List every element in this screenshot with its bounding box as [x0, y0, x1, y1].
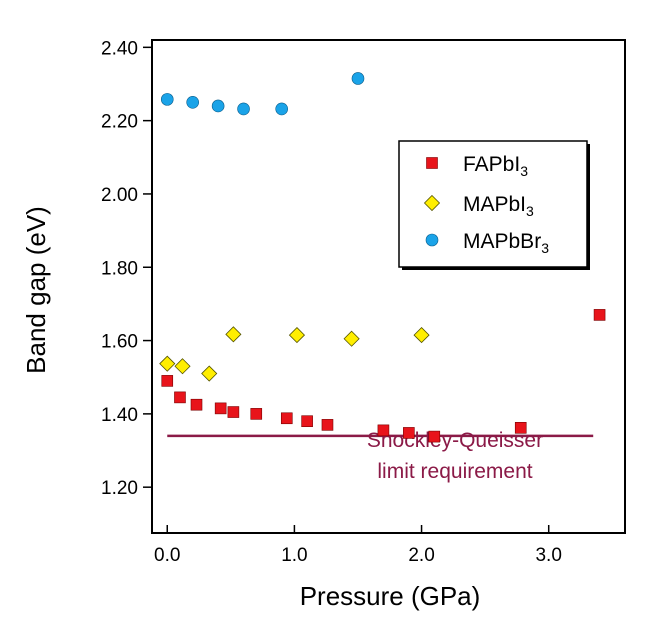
- plot-frame: [151, 39, 626, 534]
- legend-shadow-bottom: [402, 267, 590, 270]
- legend-mapbi3-name: MAPbI: [463, 193, 526, 216]
- legend-mapbi3-label: MAPbI3: [463, 193, 534, 219]
- legend-mapbbr3-subscript: 3: [541, 240, 549, 256]
- mapbi3-point: [288, 327, 306, 344]
- fapbi3-point: [403, 427, 415, 439]
- fapbi3-point: [428, 430, 441, 443]
- y-axis-ticks: 1.20 1.40 1.60 1.80 2.00 2.20 2.40: [101, 38, 152, 499]
- mapbbr3-point: [160, 93, 174, 106]
- legend-mapbbr3-name: MAPbBr: [463, 230, 541, 253]
- y-tick-label: 2.00: [101, 185, 138, 206]
- fapbi3-point: [161, 375, 174, 387]
- legend-mapbbr3-marker: [425, 233, 439, 247]
- fapbi3-point: [593, 309, 606, 321]
- fapbi3-point: [321, 419, 334, 431]
- fapbi3-point: [227, 406, 240, 418]
- legend-fapbi3-name: FAPbI: [463, 153, 520, 176]
- mapbbr3-point: [351, 72, 365, 85]
- legend-mapbbr3-label: MAPbBr3: [463, 230, 549, 256]
- legend-mapbi3-subscript: 3: [526, 203, 534, 219]
- x-tick-label: 0.0: [154, 545, 180, 566]
- legend-shadow-right: [587, 144, 590, 270]
- fapbi3-point: [301, 415, 313, 428]
- y-tick-label: 1.80: [101, 258, 138, 279]
- y-tick-label: 1.40: [101, 405, 138, 426]
- x-axis-ticks: 0.0 1.0 2.0 3.0: [154, 525, 562, 566]
- x-axis-title: Pressure (GPa): [300, 581, 481, 611]
- y-tick-label: 1.20: [101, 478, 138, 499]
- y-tick-label: 2.20: [101, 112, 138, 133]
- mapbi3-point: [343, 330, 360, 347]
- mapbi3-point: [201, 365, 218, 382]
- mapbi3-point: [159, 355, 176, 372]
- fapbi3-point: [214, 402, 227, 415]
- mapbi3-point: [225, 326, 242, 343]
- fapbi3-point: [280, 412, 293, 425]
- y-axis-title: Band gap (eV): [21, 206, 51, 374]
- mapbbr3-point: [186, 96, 199, 109]
- fapbi3-point: [174, 391, 186, 404]
- legend-mapbi3-marker: [423, 194, 441, 212]
- legend-fapbi3-subscript: 3: [520, 163, 528, 179]
- mapbi3-point: [413, 327, 430, 344]
- x-tick-label: 2.0: [408, 545, 434, 566]
- fapbi3-point: [514, 422, 527, 434]
- y-tick-label: 2.40: [101, 38, 138, 59]
- legend-fapbi3-label: FAPbI3: [463, 153, 528, 179]
- fapbi3-point: [190, 398, 203, 411]
- mapbbr3-point: [237, 102, 250, 116]
- fapbi3-point: [377, 424, 390, 437]
- mapbbr3-point: [211, 99, 225, 113]
- data-markers: [159, 72, 606, 443]
- x-tick-label: 3.0: [535, 545, 561, 566]
- y-tick-label: 1.60: [101, 332, 138, 353]
- reference-label-line2: limit requirement: [377, 460, 532, 483]
- legend-fapbi3-marker: [426, 157, 438, 169]
- mapbi3-point: [174, 358, 191, 375]
- x-tick-label: 1.0: [281, 545, 307, 566]
- fapbi3-point: [250, 408, 263, 420]
- mapbbr3-point: [275, 102, 288, 116]
